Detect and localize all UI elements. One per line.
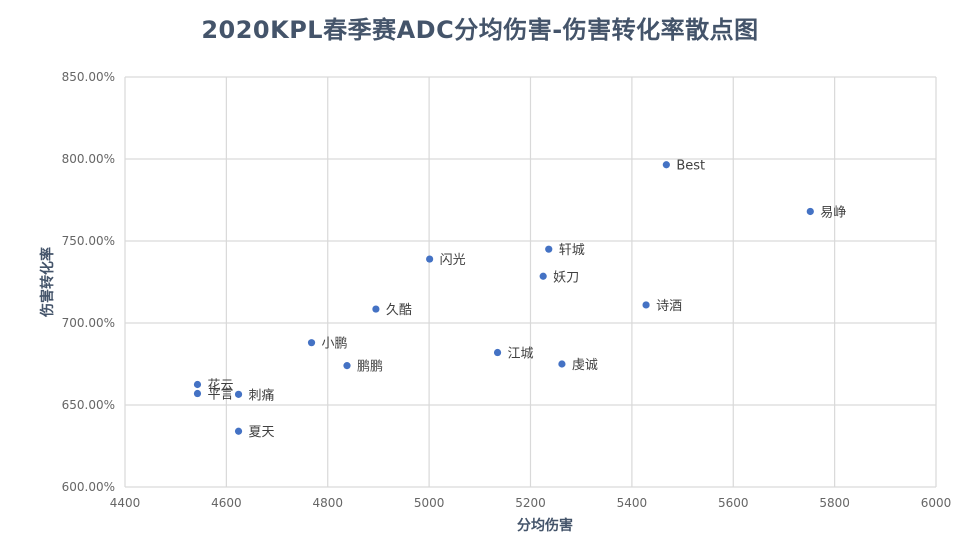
y-tick-label: 800.00% <box>62 152 115 166</box>
data-label: 夏天 <box>249 425 275 440</box>
data-point <box>558 360 566 368</box>
x-tick-label: 4600 <box>211 496 242 510</box>
data-point <box>193 389 202 398</box>
data-point <box>193 380 202 389</box>
data-label: 平言 <box>207 388 233 403</box>
data-point <box>493 348 502 357</box>
x-tick-label: 5400 <box>617 496 648 510</box>
x-tick-label: 5800 <box>819 496 850 510</box>
x-tick-label: 5600 <box>718 496 749 510</box>
x-tick-label: 5000 <box>414 496 445 510</box>
data-label: 江城 <box>508 347 534 362</box>
data-point <box>545 245 553 253</box>
gridlines <box>124 76 937 488</box>
data-label: 刺痛 <box>249 387 275 403</box>
data-point <box>642 301 650 309</box>
data-label: 易峥 <box>820 205 846 220</box>
data-point <box>307 339 316 347</box>
data-point <box>234 390 243 398</box>
data-point <box>539 272 547 280</box>
data-point <box>662 161 670 169</box>
data-point <box>806 207 814 216</box>
x-tick-label: 6000 <box>921 496 952 510</box>
data-label: Best <box>676 159 705 174</box>
data-point <box>343 362 351 370</box>
data-label: 妖刀 <box>553 270 579 285</box>
data-points <box>193 161 814 435</box>
data-label: 虔诚 <box>572 358 598 373</box>
y-tick-label: 650.00% <box>62 398 115 412</box>
chart-title: 2020KPL春季赛ADC分均伤害-伤害转化率散点图 <box>201 16 759 44</box>
data-label: 闪光 <box>440 253 466 268</box>
data-label: 鹏鹏 <box>357 360 383 375</box>
y-tick-label: 700.00% <box>62 316 115 330</box>
data-label: 小鹏 <box>322 337 348 352</box>
data-point <box>372 305 380 313</box>
y-tick-label: 850.00% <box>62 70 115 84</box>
x-axis-title: 分均伤害 <box>517 517 573 534</box>
data-point <box>234 427 243 435</box>
tick-labels: 4400 4600 4800 5000 5200 5400 5600 5800 6000 600.… <box>62 70 952 510</box>
data-point <box>426 255 434 263</box>
data-label: 花云 <box>207 378 233 394</box>
data-label: 诗酒 <box>656 299 682 314</box>
x-tick-label: 5200 <box>515 496 546 510</box>
y-axis-title: 伤害转化率 <box>39 247 56 318</box>
data-label: 轩城 <box>559 243 585 258</box>
y-tick-label: 750.00% <box>62 234 115 248</box>
data-label: 久酷 <box>386 303 412 318</box>
x-tick-label: 4400 <box>110 496 141 510</box>
y-tick-label: 600.00% <box>62 480 115 494</box>
x-tick-label: 4800 <box>312 496 343 510</box>
